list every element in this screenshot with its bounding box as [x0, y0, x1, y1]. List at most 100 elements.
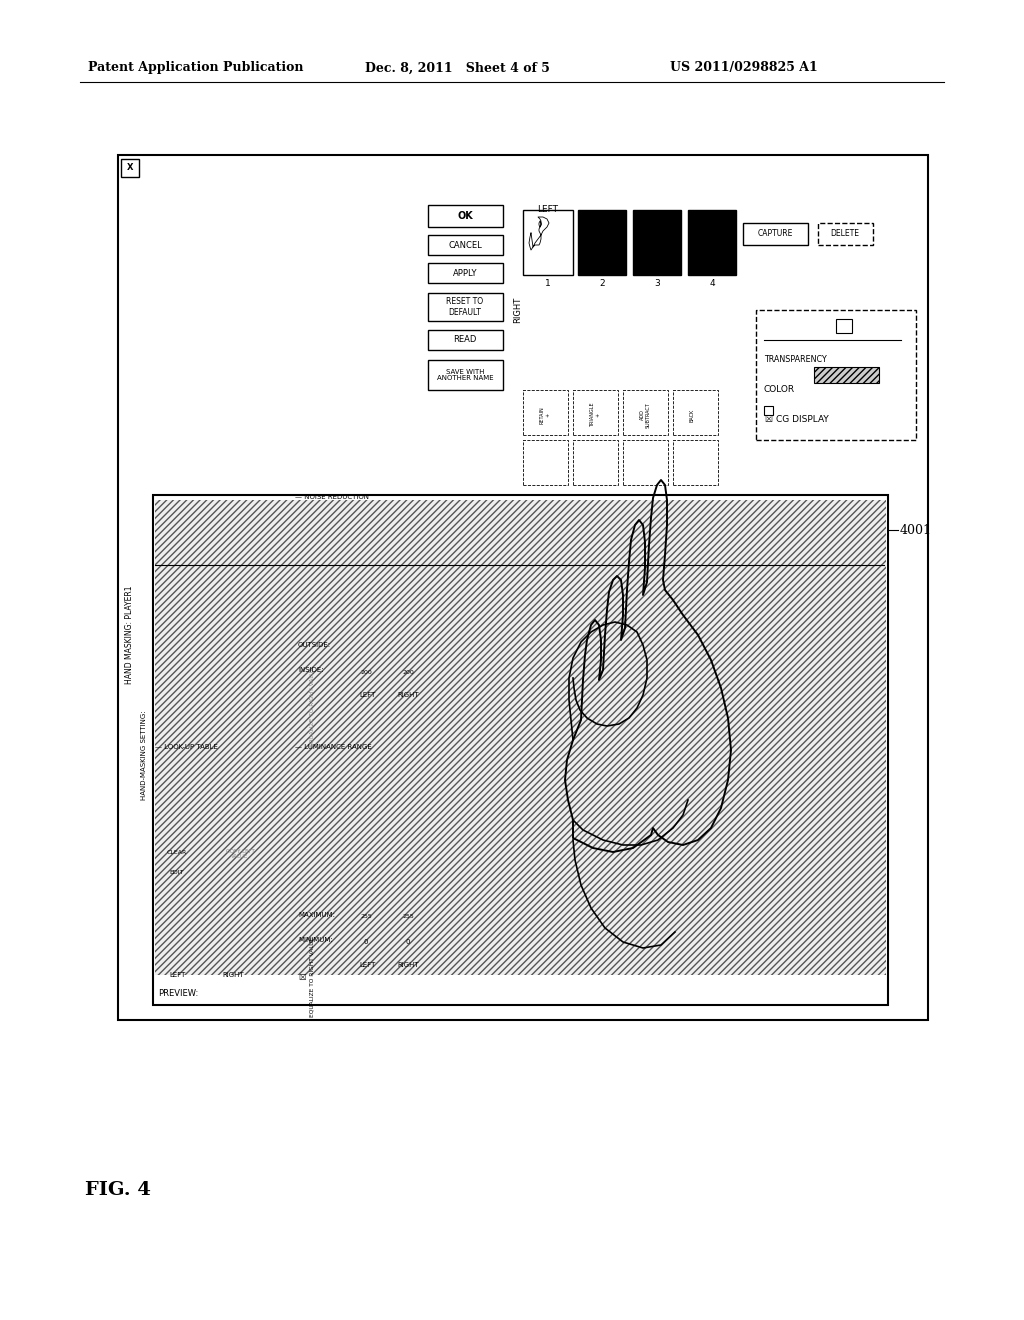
Text: — LUMINANCE RANGE: — LUMINANCE RANGE — [295, 744, 372, 750]
Text: PREVIEW:: PREVIEW: — [158, 989, 199, 998]
Text: EDIT: EDIT — [170, 870, 184, 875]
Bar — [836, 319, 852, 333]
Text: READ: READ — [454, 335, 477, 345]
Bar — [158, 850, 196, 865]
Bar — [428, 263, 503, 282]
Bar — [428, 293, 503, 321]
Text: DELETE: DELETE — [830, 230, 859, 239]
Text: ☒: ☒ — [298, 973, 305, 982]
Bar — [423, 921, 433, 935]
Text: 0: 0 — [406, 939, 411, 945]
Bar — [423, 652, 433, 665]
Bar — [756, 310, 916, 440]
Bar — [351, 896, 381, 909]
Text: US 2011/0298825 A1: US 2011/0298825 A1 — [670, 62, 818, 74]
Text: SAVE WITH
ANOTHER NAME: SAVE WITH ANOTHER NAME — [436, 368, 494, 381]
Text: 200: 200 — [402, 669, 414, 675]
Bar — [393, 896, 423, 909]
Bar — [573, 389, 618, 436]
Bar — [381, 896, 391, 909]
Text: — LOOK-UP TABLE: — LOOK-UP TABLE — [155, 744, 218, 750]
Text: COLOR: COLOR — [764, 385, 795, 395]
Bar — [743, 223, 808, 246]
Bar — [153, 495, 888, 1005]
Text: 2: 2 — [599, 279, 605, 288]
Bar — [351, 652, 381, 665]
Bar — [203, 812, 278, 840]
Text: 255: 255 — [402, 913, 414, 919]
Bar — [523, 440, 568, 484]
Bar — [118, 154, 928, 1020]
Bar — [293, 506, 449, 725]
Bar — [428, 205, 503, 227]
Text: BACK: BACK — [689, 408, 700, 421]
Bar — [351, 626, 381, 639]
Bar — [633, 210, 681, 275]
Bar — [573, 440, 618, 484]
Text: OUTSIDE:: OUTSIDE: — [298, 642, 331, 648]
Text: 0: 0 — [364, 939, 369, 945]
Text: ADD
SUBTRACT: ADD SUBTRACT — [640, 403, 650, 428]
Bar — [158, 814, 213, 884]
Text: HAND MASKING: PLAYER1: HAND MASKING: PLAYER1 — [126, 586, 134, 684]
Text: COPY LEFT
VALUE: COPY LEFT VALUE — [225, 849, 254, 859]
Text: TRANSPARENCY: TRANSPARENCY — [764, 355, 826, 364]
Bar — [764, 407, 773, 414]
Bar — [688, 210, 736, 275]
Text: — NOISE REDUCTION: — NOISE REDUCTION — [295, 494, 369, 500]
Bar — [428, 360, 503, 389]
Bar — [423, 896, 433, 909]
Bar — [523, 389, 568, 436]
Bar — [298, 696, 306, 704]
Bar — [218, 836, 273, 895]
Text: LEFT: LEFT — [170, 972, 186, 978]
Text: INSIDE:: INSIDE: — [298, 667, 324, 673]
Bar — [393, 652, 423, 665]
Text: 4001: 4001 — [900, 524, 932, 536]
Text: 200: 200 — [360, 669, 372, 675]
Bar — [673, 440, 718, 484]
Text: X: X — [127, 164, 133, 173]
Text: CG DISPLAY: CG DISPLAY — [776, 414, 828, 424]
Bar — [351, 921, 381, 935]
Text: MINIMUM:: MINIMUM: — [298, 937, 333, 942]
Text: CLEAR: CLEAR — [167, 850, 187, 855]
Bar — [121, 158, 139, 177]
Text: RESET TO
DEFAULT: RESET TO DEFAULT — [446, 297, 483, 317]
Text: RETAIN
+: RETAIN + — [540, 407, 551, 424]
Bar — [393, 626, 423, 639]
Text: LEFT: LEFT — [359, 962, 376, 968]
Text: TRIANGLE
+: TRIANGLE + — [590, 403, 600, 428]
Text: RIGHT: RIGHT — [397, 962, 419, 968]
Text: MAXIMUM:: MAXIMUM: — [298, 912, 335, 917]
Text: ☒: ☒ — [764, 414, 772, 424]
Text: Dec. 8, 2011   Sheet 4 of 5: Dec. 8, 2011 Sheet 4 of 5 — [365, 62, 550, 74]
Bar — [428, 235, 503, 255]
Bar — [155, 500, 886, 975]
Text: FIG. 4: FIG. 4 — [85, 1181, 151, 1199]
Bar — [673, 389, 718, 436]
Text: Patent Application Publication: Patent Application Publication — [88, 62, 303, 74]
Text: 1: 1 — [545, 279, 551, 288]
Text: RIGHT: RIGHT — [513, 297, 522, 323]
Bar — [423, 626, 433, 639]
Bar — [153, 755, 283, 995]
Text: EQUALIZE TO RIGHT VALUE: EQUALIZE TO RIGHT VALUE — [309, 937, 314, 1018]
Text: 255: 255 — [360, 913, 372, 919]
Bar — [298, 965, 306, 973]
Text: OK: OK — [457, 211, 473, 220]
Text: EQUALIZE TO RIGHT VALUE: EQUALIZE TO RIGHT VALUE — [309, 667, 314, 747]
Text: LEFT: LEFT — [538, 206, 558, 214]
Bar — [381, 626, 391, 639]
Text: CANCEL: CANCEL — [449, 240, 482, 249]
Bar — [381, 652, 391, 665]
Bar — [623, 389, 668, 436]
Bar — [393, 921, 423, 935]
Bar — [623, 440, 668, 484]
Bar — [578, 210, 626, 275]
Text: LEFT: LEFT — [359, 692, 376, 698]
Text: 4: 4 — [710, 279, 715, 288]
Text: 3: 3 — [654, 279, 659, 288]
Bar — [158, 830, 196, 845]
Bar — [818, 223, 873, 246]
